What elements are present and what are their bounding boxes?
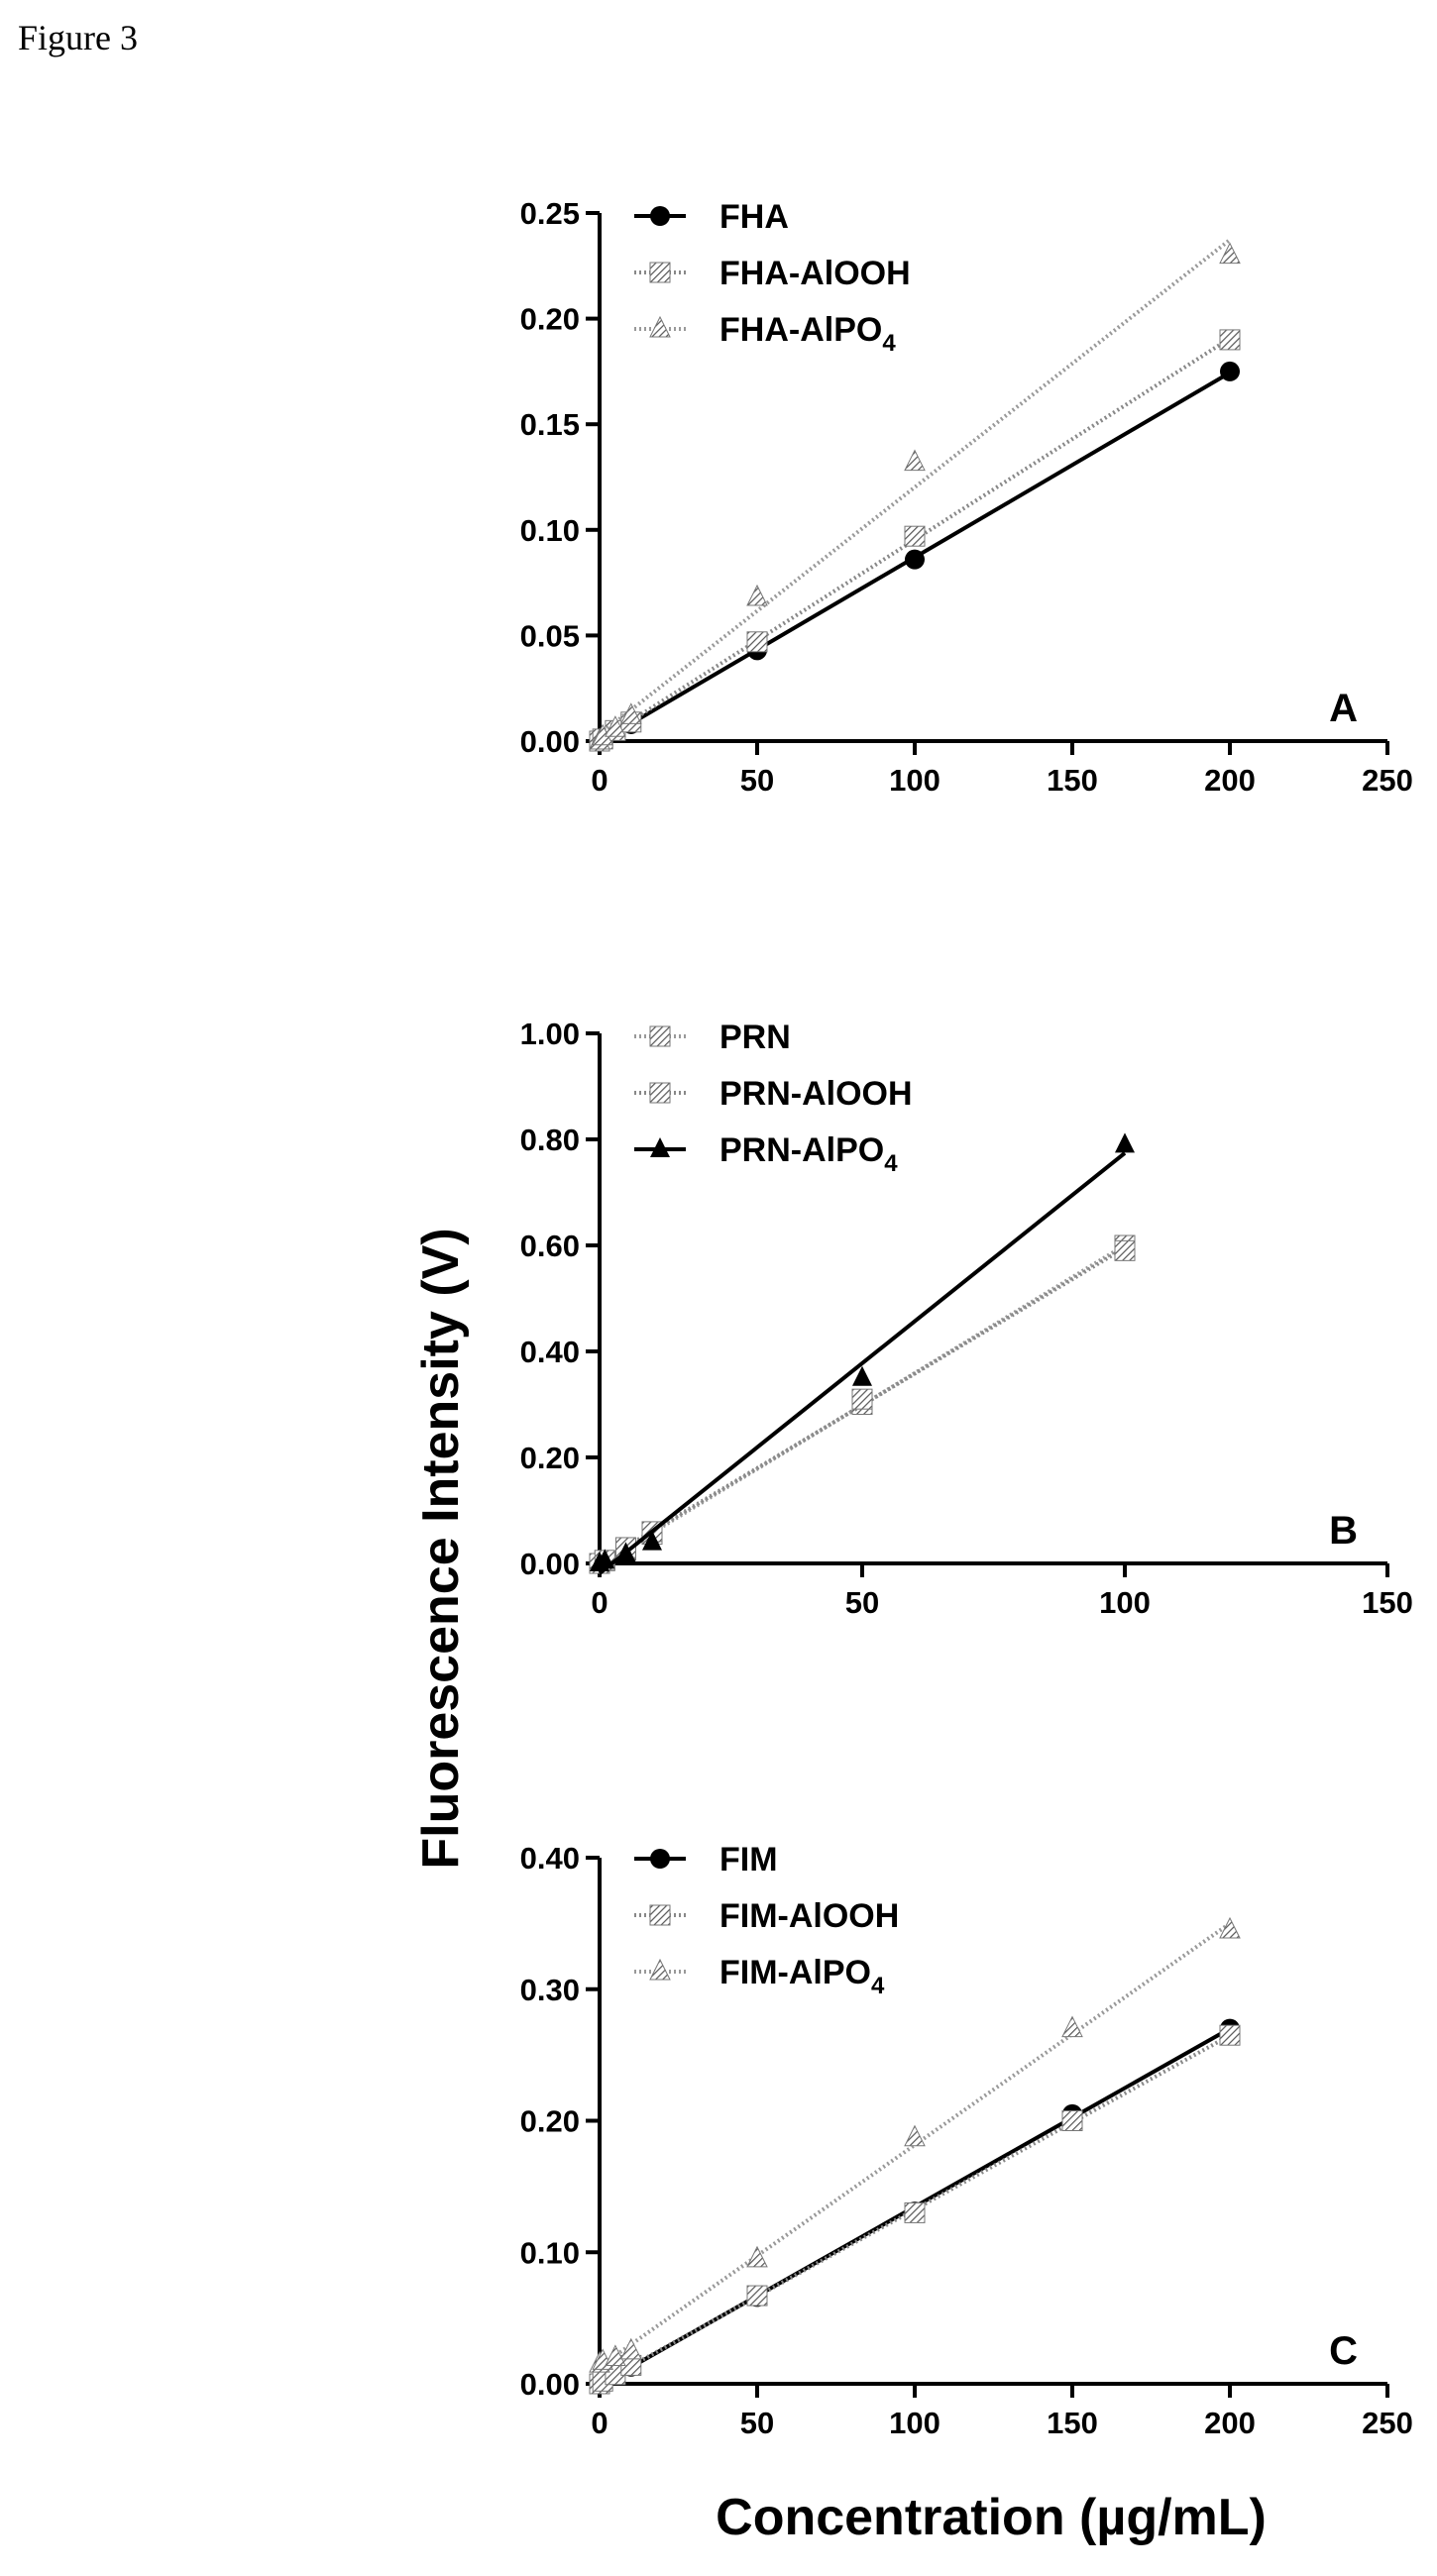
- x-tick-label: 150: [1362, 1585, 1413, 1620]
- y-tick-label: 0.00: [520, 1547, 580, 1581]
- data-point: [746, 584, 768, 606]
- panel-letter: B: [1329, 1509, 1358, 1553]
- data-point: [1061, 2015, 1083, 2038]
- data-point: [904, 525, 926, 547]
- x-tick-label: 150: [1047, 763, 1098, 798]
- y-tick-label: 0.60: [520, 1229, 580, 1263]
- series-line: [599, 2033, 1231, 2386]
- x-tick-label: 250: [1362, 2406, 1413, 2440]
- data-point: [619, 2337, 642, 2360]
- x-tick-label: 250: [1362, 763, 1413, 798]
- x-tick-label: 100: [1099, 1585, 1151, 1620]
- panel-letter: C: [1329, 2329, 1358, 2373]
- y-tick-label: 0.10: [520, 513, 580, 548]
- x-tick-label: 150: [1047, 2406, 1098, 2440]
- data-point: [615, 1542, 636, 1562]
- x-tick-label: 200: [1204, 763, 1256, 798]
- legend-label: FHA-AlOOH: [719, 255, 911, 292]
- x-tick-label: 50: [740, 763, 774, 798]
- data-point: [852, 1365, 872, 1386]
- data-point: [746, 631, 768, 653]
- series-line: [598, 1151, 1127, 1575]
- y-tick-label: 0.20: [520, 2104, 580, 2139]
- legend-label: PRN-AlOOH: [719, 1075, 913, 1113]
- data-point: [1219, 2024, 1241, 2046]
- x-tick-label: 0: [591, 1585, 608, 1620]
- data-point: [619, 702, 642, 724]
- y-tick-label: 0.00: [520, 2367, 580, 2402]
- data-point: [1219, 242, 1241, 265]
- data-point: [1220, 361, 1240, 381]
- data-point: [1219, 329, 1241, 351]
- legend-label: FHA-AlPO4: [719, 311, 896, 357]
- y-tick-label: 0.10: [520, 2235, 580, 2270]
- legend-label: FIM-AlOOH: [719, 1897, 899, 1935]
- y-tick-label: 0.40: [520, 1841, 580, 1876]
- legend-label: FIM-AlPO4: [719, 1954, 885, 1999]
- data-point: [746, 2245, 768, 2268]
- y-tick-label: 0.80: [520, 1123, 580, 1157]
- figure-caption: Figure 3: [18, 18, 138, 57]
- panel-letter: A: [1329, 687, 1358, 730]
- x-tick-label: 50: [740, 2406, 774, 2440]
- x-tick-label: 50: [845, 1585, 879, 1620]
- legend-label: FHA: [719, 198, 789, 236]
- legend-marker: [649, 1958, 671, 1981]
- x-tick-label: 100: [889, 2406, 940, 2440]
- legend-marker: [649, 1082, 671, 1104]
- y-tick-label: 1.00: [520, 1017, 580, 1051]
- data-point: [595, 1549, 615, 1569]
- legend-marker: [649, 1025, 671, 1047]
- y-tick-label: 0.05: [520, 618, 580, 653]
- y-tick-label: 0.00: [520, 724, 580, 759]
- chart-panel-c: 0.00 0.10 0.20 0.30 0.40 0 50 100 150 200 250 FIM FI…: [520, 1841, 1413, 2440]
- y-axis-title: Fluorescence Intensity (V): [412, 1228, 470, 1869]
- data-point: [746, 2285, 768, 2307]
- data-point: [851, 1388, 873, 1410]
- legend-marker: [650, 1137, 670, 1157]
- y-tick-label: 0.20: [520, 1441, 580, 1475]
- data-point: [904, 449, 926, 472]
- legend-label: FIM: [719, 1841, 778, 1878]
- x-tick-label: 200: [1204, 2406, 1256, 2440]
- y-tick-label: 0.30: [520, 1973, 580, 2007]
- data-point: [605, 715, 626, 737]
- x-axis-title: Concentration (µg/mL): [716, 2489, 1267, 2546]
- legend-marker: [649, 315, 671, 338]
- data-point: [905, 549, 925, 570]
- legend-label: PRN-AlPO4: [719, 1131, 898, 1177]
- data-point: [642, 1530, 662, 1551]
- y-tick-label: 0.20: [520, 302, 580, 337]
- legend-marker: [649, 262, 671, 283]
- y-tick-label: 0.25: [520, 196, 580, 231]
- y-tick-label: 0.40: [520, 1335, 580, 1369]
- data-point: [1115, 1132, 1135, 1153]
- series-line: [598, 238, 1232, 737]
- chart-panel-a: 0.00 0.05 0.10 0.15 0.20 0.25 0 50 100 150 200 250 F…: [520, 196, 1413, 798]
- series-line: [598, 336, 1232, 743]
- data-point: [1219, 1916, 1241, 1939]
- data-point: [1061, 2110, 1083, 2131]
- legend-label: PRN: [719, 1019, 791, 1056]
- x-tick-label: 0: [591, 763, 608, 798]
- legend-marker: [650, 206, 670, 226]
- data-point: [904, 2124, 926, 2147]
- legend-marker: [649, 1904, 671, 1926]
- x-tick-label: 0: [591, 2406, 608, 2440]
- legend-marker: [650, 1849, 670, 1869]
- y-tick-label: 0.15: [520, 407, 580, 442]
- data-point: [904, 2201, 926, 2223]
- data-point: [605, 2344, 626, 2366]
- chart-panel-b: 0.00 0.20 0.40 0.60 0.80 1.00 0 50 100 150 PRN PRN-…: [520, 1017, 1413, 1620]
- data-point: [1114, 1239, 1136, 1261]
- x-tick-label: 100: [889, 763, 940, 798]
